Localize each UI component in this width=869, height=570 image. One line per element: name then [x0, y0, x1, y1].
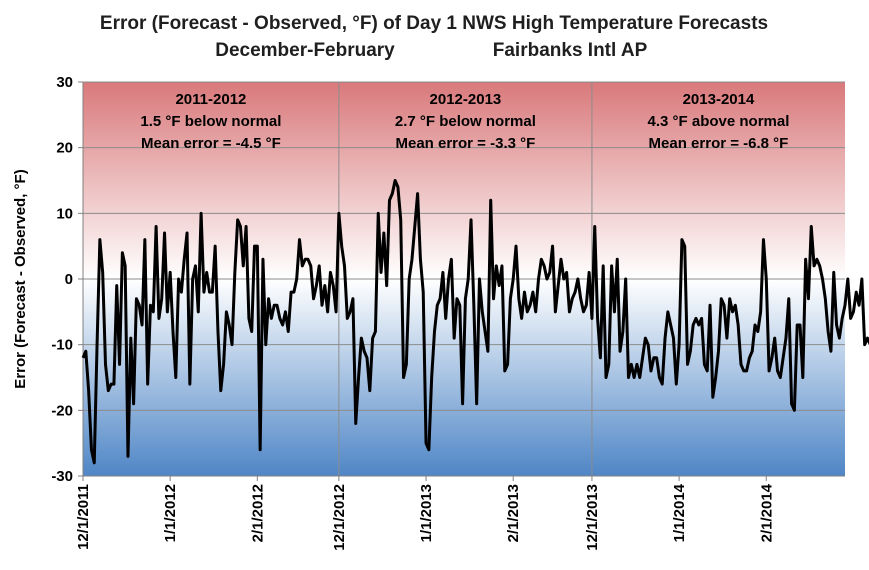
- y-tick-label: -30: [51, 468, 73, 485]
- y-tick-label: -10: [51, 337, 73, 354]
- x-tick-label: 2/1/2013: [505, 484, 522, 542]
- season-annotation-line: Mean error = -3.3 °F: [395, 135, 535, 152]
- y-tick-label: 20: [56, 140, 73, 157]
- season-annotations: 2011-2012 1.5 °F below normal Mean error =…: [140, 91, 789, 152]
- season-annotation-line: Mean error = -6.8 °F: [649, 135, 789, 152]
- x-tick-label: 1/1/2013: [418, 484, 435, 542]
- y-tick-label: 0: [65, 271, 73, 288]
- chart-title: Error (Forecast - Observed, °F) of Day 1…: [100, 13, 768, 34]
- season-annotation-line: 2012-2013: [430, 91, 502, 108]
- x-tick-label: 2/1/2012: [249, 484, 266, 542]
- season-annotation-line: Mean error = -4.5 °F: [141, 135, 281, 152]
- x-tick-label: 1/1/2014: [671, 483, 688, 542]
- season-annotation-line: 4.3 °F above normal: [648, 113, 790, 130]
- x-tick-labels: 12/1/2011 1/1/2012 2/1/2012 12/1/2012 1/1/20…: [75, 476, 775, 551]
- season-annotation-line: 2011-2012: [175, 91, 246, 108]
- x-tick-label: 1/1/2012: [162, 484, 179, 542]
- chart-subtitle-period: December-February: [215, 40, 395, 61]
- season-annotation-line: 1.5 °F below normal: [140, 113, 281, 130]
- x-tick-label: 12/1/2012: [331, 484, 348, 551]
- x-tick-label: 2/1/2014: [758, 483, 775, 542]
- series-line: [81, 179, 869, 465]
- season-annotation-line: 2.7 °F below normal: [395, 113, 536, 130]
- y-tick-label: -20: [51, 402, 73, 419]
- y-tick-labels: -30 -20 -10 0 10 20 30: [51, 74, 83, 485]
- x-tick-label: 12/1/2013: [584, 484, 601, 551]
- season-annotation-line: 2013-2014: [683, 91, 755, 108]
- y-axis-label: Error (Forecast - Observed, °F): [12, 169, 29, 388]
- y-tick-label: 10: [56, 205, 73, 222]
- chart-subtitle-station: Fairbanks Intl AP: [493, 40, 648, 61]
- y-tick-label: 30: [56, 74, 73, 91]
- x-tick-label: 12/1/2011: [75, 484, 92, 550]
